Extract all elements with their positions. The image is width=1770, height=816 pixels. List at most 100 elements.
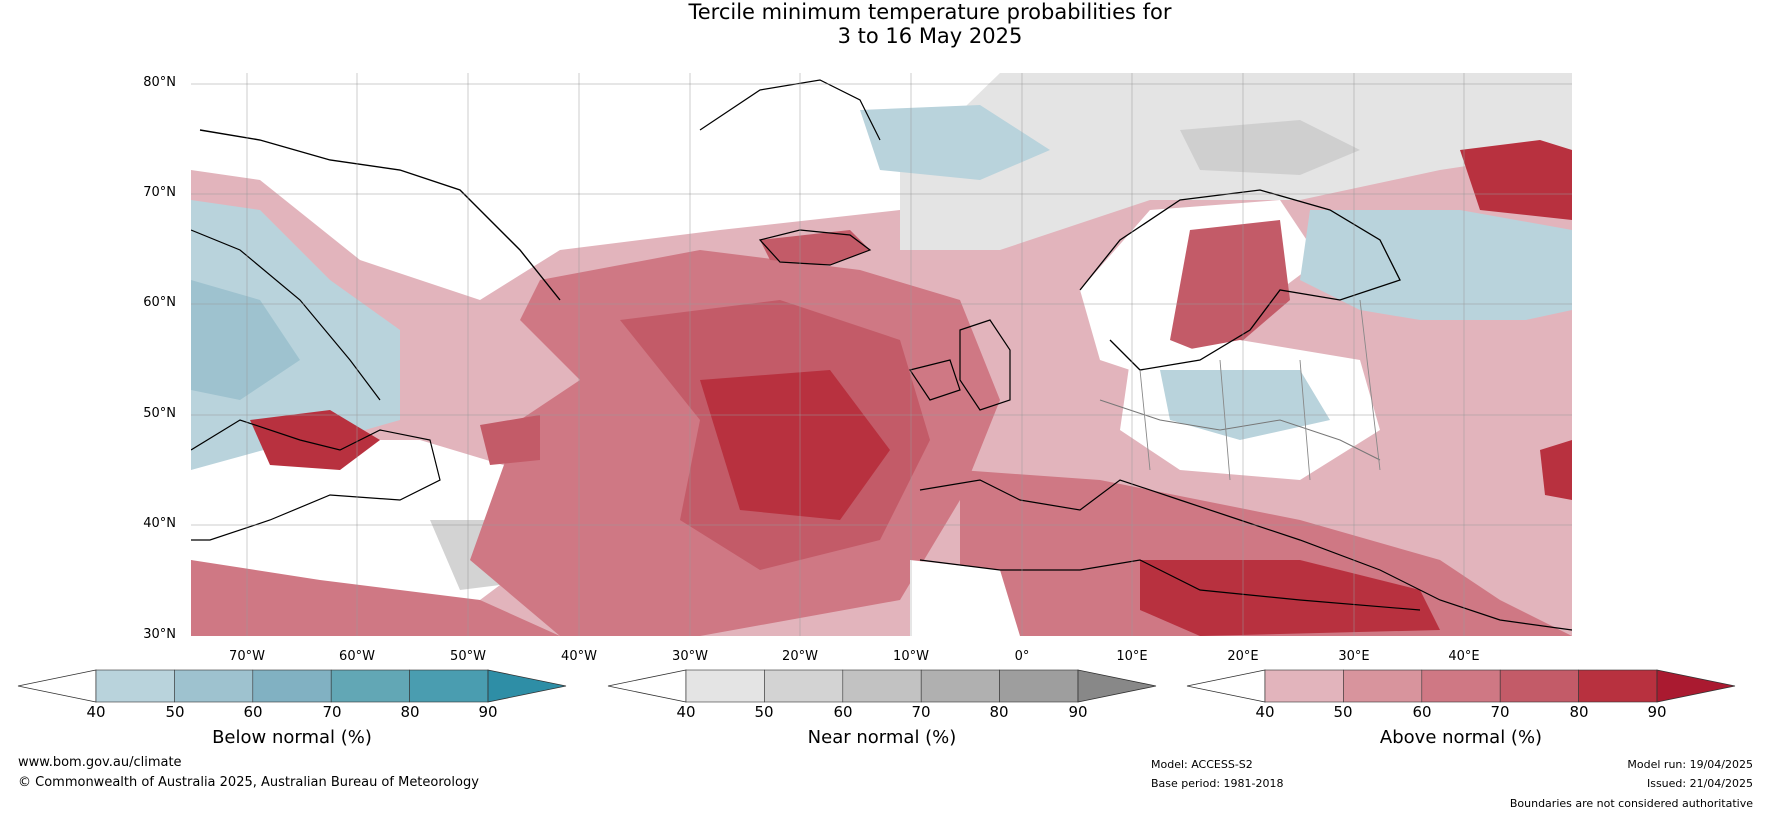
- colorbar-1-segment: [409, 669, 489, 703]
- coastline-britain: [959, 319, 1011, 411]
- coastline-north-africa: [919, 559, 1421, 611]
- lon-label-30w: 30°W: [672, 649, 708, 664]
- cb3-tick-90: 90: [1647, 703, 1667, 721]
- lon-label-10e: 10°E: [1116, 649, 1148, 664]
- coastline-greenland-east: [699, 79, 881, 141]
- footer-copyright: © Commonwealth of Australia 2025, Austra…: [18, 775, 479, 790]
- region-above-sweden: [1170, 220, 1290, 360]
- region-white-sahara: [910, 560, 1020, 636]
- cb3-tick-40: 40: [1255, 703, 1275, 721]
- cb3-tick-80: 80: [1569, 703, 1589, 721]
- cb2-tick-40: 40: [676, 703, 696, 721]
- lat-label-30n: 30°N: [143, 627, 176, 642]
- cb1-tick-60: 60: [243, 703, 263, 721]
- region-below-arctic: [860, 105, 1050, 180]
- region-below-russia: [1300, 210, 1572, 330]
- graticule: [191, 73, 1572, 636]
- colorbar-3-extend-high: [1656, 669, 1736, 703]
- cb1-title: Below normal (%): [212, 727, 372, 748]
- colorbar-3-segment: [1343, 669, 1423, 703]
- coastline-greenland: [199, 129, 561, 301]
- lon-label-10w: 10°W: [893, 649, 929, 664]
- lon-label-20e: 20°E: [1227, 649, 1259, 664]
- region-white-north: [191, 73, 1000, 300]
- cb1-tick-70: 70: [322, 703, 342, 721]
- coastline-mediterranean-north: [919, 479, 1572, 631]
- colorbar-1-segment: [95, 669, 175, 703]
- title-line-1: Tercile minimum temperature probabilitie…: [688, 0, 1172, 24]
- cb2-tick-60: 60: [833, 703, 853, 721]
- footer-model: Model: ACCESS-S2: [1151, 758, 1253, 771]
- lon-label-50w: 50°W: [450, 649, 486, 664]
- region-above-atlantic-core: [700, 370, 890, 520]
- cb2-tick-50: 50: [754, 703, 774, 721]
- cb2-tick-90: 90: [1068, 703, 1088, 721]
- colorbar-3-segment: [1578, 669, 1658, 703]
- cb3-tick-60: 60: [1412, 703, 1432, 721]
- colorbar-2-extend-high: [1077, 669, 1157, 703]
- cb1-tick-50: 50: [165, 703, 185, 721]
- region-above-caspian: [1540, 440, 1572, 500]
- lon-label-0: 0°: [1014, 649, 1030, 664]
- colorbar-2-segment: [920, 669, 1000, 703]
- colorbar-2-extend-low: [607, 669, 687, 703]
- lon-label-40e: 40°E: [1448, 649, 1480, 664]
- footer-url: www.bom.gov.au/climate: [18, 755, 182, 770]
- cb1-tick-40: 40: [86, 703, 106, 721]
- region-above-stlawrence: [250, 410, 380, 470]
- colorbar-1-extend-high: [487, 669, 567, 703]
- colorbar-3-extend-low: [1186, 669, 1266, 703]
- lat-label-50n: 50°N: [143, 406, 176, 421]
- probability-map: [191, 73, 1572, 636]
- cb2-title: Near normal (%): [807, 727, 957, 748]
- region-below-labrador: [191, 200, 400, 470]
- coastline-labrador: [191, 229, 381, 401]
- country-borders-2: [1139, 299, 1381, 481]
- lon-label-70w: 70°W: [229, 649, 265, 664]
- colorbar-3-segment: [1499, 669, 1579, 703]
- lon-label-40w: 40°W: [561, 649, 597, 664]
- coastline-north-america: [191, 419, 441, 541]
- region-above-iceland: [760, 230, 870, 265]
- region-above-east: [1380, 320, 1572, 520]
- footer-base-period: Base period: 1981-2018: [1151, 777, 1284, 790]
- cb1-tick-80: 80: [400, 703, 420, 721]
- colorbar-3-segment: [1264, 669, 1344, 703]
- lon-label-60w: 60°W: [339, 649, 375, 664]
- colorbar-2-segment: [999, 669, 1079, 703]
- title-line-2: 3 to 16 May 2025: [837, 24, 1023, 48]
- footer-model-run: Model run: 19/04/2025: [1627, 758, 1753, 771]
- colorbar-2-segment: [842, 669, 922, 703]
- colorbar-2-segment: [764, 669, 844, 703]
- lat-label-60n: 60°N: [143, 295, 176, 310]
- colorbar-1-segment: [330, 669, 410, 703]
- colorbar-1-segment: [252, 669, 332, 703]
- region-nearnormal-barents: [1180, 120, 1360, 175]
- coastline-scandinavia: [1079, 189, 1401, 371]
- colorbar-1-segment: [174, 669, 254, 703]
- region-above-gulf: [480, 415, 540, 465]
- cb3-tick-70: 70: [1490, 703, 1510, 721]
- country-borders: [1099, 399, 1381, 461]
- lon-label-20w: 20°W: [782, 649, 818, 664]
- cb2-tick-80: 80: [989, 703, 1009, 721]
- lat-label-70n: 70°N: [143, 185, 176, 200]
- cb3-tick-50: 50: [1333, 703, 1353, 721]
- region-above-north-russia: [1460, 140, 1572, 220]
- colorbars: [17, 669, 1736, 703]
- map-title: Tercile minimum temperature probabilitie…: [0, 0, 1770, 48]
- colorbar-1-extend-low: [17, 669, 97, 703]
- lon-label-30e: 30°E: [1338, 649, 1370, 664]
- cb3-title: Above normal (%): [1379, 727, 1543, 748]
- footer-issued: Issued: 21/04/2025: [1646, 777, 1753, 790]
- region-above-med-core: [1140, 560, 1440, 636]
- colorbar-2-segment: [685, 669, 765, 703]
- cb1-tick-90: 90: [478, 703, 498, 721]
- region-below-labrador-core: [191, 280, 300, 400]
- lat-label-80n: 80°N: [143, 75, 176, 90]
- footer-disclaimer: Boundaries are not considered authoritat…: [1509, 797, 1753, 810]
- cb2-tick-70: 70: [911, 703, 931, 721]
- lat-label-40n: 40°N: [143, 516, 176, 531]
- coastline-ireland: [909, 359, 961, 401]
- colorbar-3-segment: [1421, 669, 1501, 703]
